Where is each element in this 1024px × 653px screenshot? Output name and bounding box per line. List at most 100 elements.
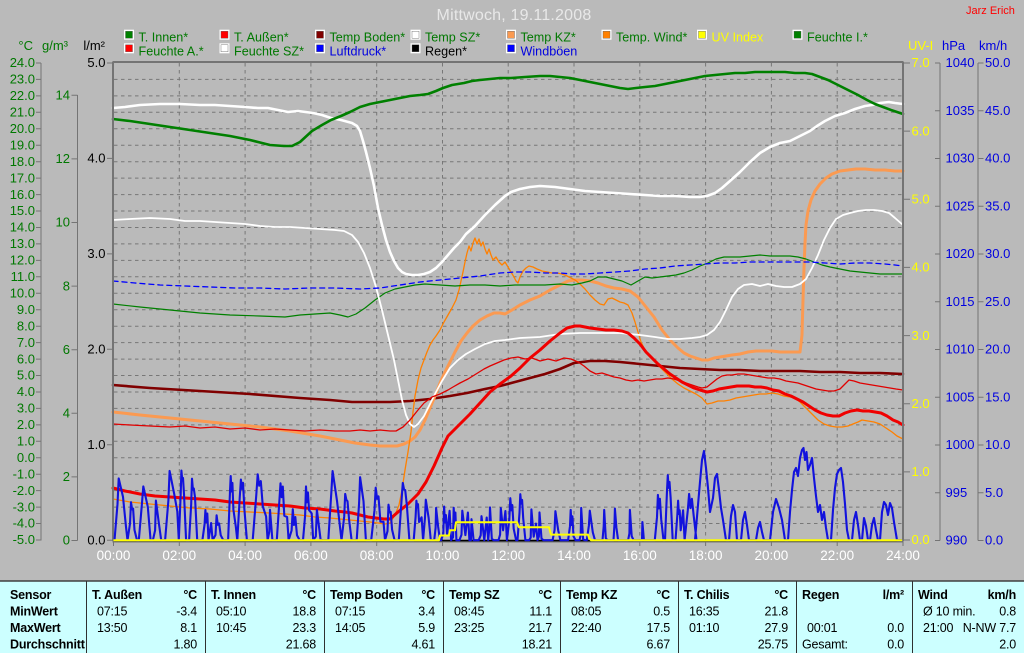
svg-text:21.7: 21.7 xyxy=(528,621,552,635)
svg-text:6.67: 6.67 xyxy=(646,637,670,651)
svg-text:1020: 1020 xyxy=(946,246,975,261)
svg-text:1025: 1025 xyxy=(946,198,975,213)
svg-text:6.0: 6.0 xyxy=(912,123,930,138)
svg-text:24.0: 24.0 xyxy=(10,55,35,70)
svg-text:25.75: 25.75 xyxy=(758,637,789,651)
svg-text:-3.4: -3.4 xyxy=(176,605,197,619)
svg-text:Temp KZ: Temp KZ xyxy=(566,588,618,602)
svg-text:UV-I: UV-I xyxy=(908,38,933,53)
svg-text:2.0: 2.0 xyxy=(87,342,105,357)
svg-text:Temp Boden: Temp Boden xyxy=(330,588,403,602)
svg-text:0.0: 0.0 xyxy=(87,532,105,547)
svg-text:Durchschnitt: Durchschnitt xyxy=(10,637,86,651)
svg-text:T. Innen: T. Innen xyxy=(211,588,256,602)
svg-text:4.0: 4.0 xyxy=(87,151,105,166)
svg-text:Wind: Wind xyxy=(918,588,948,602)
svg-text:2.0: 2.0 xyxy=(17,417,35,432)
svg-text:12: 12 xyxy=(56,151,70,166)
svg-text:16:00: 16:00 xyxy=(623,548,657,563)
svg-text:12.0: 12.0 xyxy=(10,253,35,268)
svg-text:1000: 1000 xyxy=(946,437,975,452)
svg-text:Ø 10 min.: Ø 10 min. xyxy=(923,605,975,619)
svg-text:5.0: 5.0 xyxy=(87,55,105,70)
svg-text:1005: 1005 xyxy=(946,389,975,404)
svg-text:5.0: 5.0 xyxy=(17,368,35,383)
svg-text:UV Index: UV Index xyxy=(712,31,765,45)
svg-text:20:00: 20:00 xyxy=(755,548,789,563)
svg-text:07:15: 07:15 xyxy=(97,605,128,619)
svg-text:Luftdruck*: Luftdruck* xyxy=(330,44,387,58)
svg-text:21.0: 21.0 xyxy=(10,105,35,120)
svg-text:°C: °C xyxy=(421,588,435,602)
svg-text:5.0: 5.0 xyxy=(985,485,1003,500)
svg-text:5.9: 5.9 xyxy=(418,621,435,635)
svg-text:-2.0: -2.0 xyxy=(13,483,35,498)
svg-text:1.80: 1.80 xyxy=(173,637,197,651)
svg-text:Feuchte A.*: Feuchte A.* xyxy=(139,44,204,58)
svg-text:0.0: 0.0 xyxy=(17,450,35,465)
svg-text:10.0: 10.0 xyxy=(10,285,35,300)
svg-text:9.0: 9.0 xyxy=(17,302,35,317)
svg-text:06:00: 06:00 xyxy=(294,548,328,563)
svg-text:2.0: 2.0 xyxy=(999,637,1016,651)
svg-text:0: 0 xyxy=(63,533,70,548)
svg-text:1.0: 1.0 xyxy=(17,434,35,449)
svg-text:08:05: 08:05 xyxy=(571,605,602,619)
svg-text:-4.0: -4.0 xyxy=(13,516,35,531)
svg-text:17.5: 17.5 xyxy=(646,621,670,635)
svg-text:Temp SZ: Temp SZ xyxy=(449,588,500,602)
svg-text:00:01: 00:01 xyxy=(807,621,838,635)
svg-text:1040: 1040 xyxy=(946,55,975,70)
svg-text:27.9: 27.9 xyxy=(764,621,788,635)
svg-text:04:00: 04:00 xyxy=(228,548,262,563)
svg-text:25.0: 25.0 xyxy=(985,294,1010,309)
svg-text:4.0: 4.0 xyxy=(912,260,930,275)
svg-text:20.0: 20.0 xyxy=(10,121,35,136)
svg-text:km/h: km/h xyxy=(979,38,1007,53)
svg-text:1030: 1030 xyxy=(946,151,975,166)
svg-text:21.68: 21.68 xyxy=(286,637,317,651)
svg-text:08:45: 08:45 xyxy=(454,605,485,619)
svg-text:22:00: 22:00 xyxy=(820,548,854,563)
svg-text:°C: °C xyxy=(538,588,552,602)
svg-text:14:05: 14:05 xyxy=(335,621,366,635)
svg-text:3.0: 3.0 xyxy=(912,328,930,343)
svg-text:°C: °C xyxy=(18,38,33,53)
svg-text:00:00: 00:00 xyxy=(97,548,131,563)
svg-text:g/m³: g/m³ xyxy=(42,38,69,53)
svg-text:7.0: 7.0 xyxy=(912,55,930,70)
svg-text:l/m²: l/m² xyxy=(883,588,904,602)
svg-text:40.0: 40.0 xyxy=(985,151,1010,166)
svg-text:18.8: 18.8 xyxy=(292,605,316,619)
svg-text:995: 995 xyxy=(946,485,968,500)
svg-text:13.0: 13.0 xyxy=(10,236,35,251)
svg-text:MinWert: MinWert xyxy=(10,605,59,619)
svg-text:11.1: 11.1 xyxy=(529,605,552,619)
svg-text:30.0: 30.0 xyxy=(985,246,1010,261)
svg-text:Feuchte SZ*: Feuchte SZ* xyxy=(234,44,304,58)
svg-text:23.0: 23.0 xyxy=(10,72,35,87)
svg-text:2.0: 2.0 xyxy=(912,396,930,411)
svg-text:08:00: 08:00 xyxy=(360,548,394,563)
svg-text:-5.0: -5.0 xyxy=(13,532,35,547)
svg-text:05:10: 05:10 xyxy=(216,605,247,619)
svg-text:3.0: 3.0 xyxy=(87,246,105,261)
svg-text:Temp. Wind*: Temp. Wind* xyxy=(616,31,687,45)
svg-text:8.0: 8.0 xyxy=(17,318,35,333)
svg-text:Sensor: Sensor xyxy=(10,588,52,602)
svg-text:18.21: 18.21 xyxy=(522,637,553,651)
svg-text:T. Außen*: T. Außen* xyxy=(234,31,289,45)
svg-text:°C: °C xyxy=(656,588,670,602)
svg-text:1015: 1015 xyxy=(946,294,975,309)
svg-text:l/m²: l/m² xyxy=(83,38,105,53)
svg-text:Regen*: Regen* xyxy=(425,44,467,58)
svg-text:23.3: 23.3 xyxy=(292,621,316,635)
svg-text:990: 990 xyxy=(946,533,968,548)
svg-text:T. Außen: T. Außen xyxy=(92,588,142,602)
svg-text:14:00: 14:00 xyxy=(557,548,591,563)
svg-text:Temp Boden*: Temp Boden* xyxy=(330,31,406,45)
svg-text:17.0: 17.0 xyxy=(10,170,35,185)
svg-text:16.0: 16.0 xyxy=(10,187,35,202)
svg-text:10.0: 10.0 xyxy=(985,437,1010,452)
svg-text:0.0: 0.0 xyxy=(887,637,904,651)
